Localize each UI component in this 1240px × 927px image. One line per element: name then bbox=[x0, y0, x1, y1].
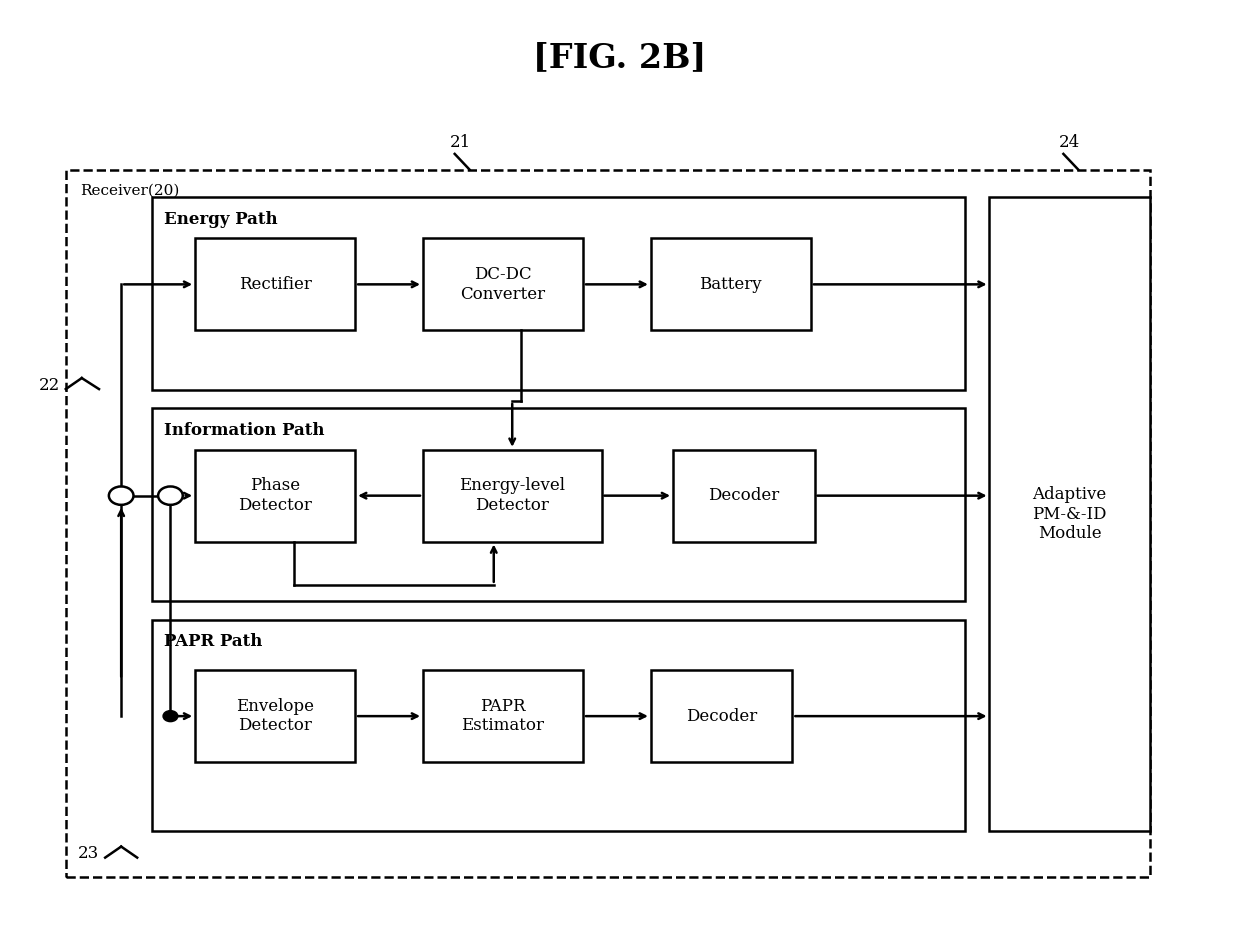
Bar bbox=[153, 619, 965, 831]
Bar bbox=[423, 450, 601, 541]
Bar bbox=[153, 409, 965, 602]
Bar bbox=[195, 238, 355, 330]
Text: Energy Path: Energy Path bbox=[164, 210, 278, 228]
Text: 23: 23 bbox=[78, 845, 99, 862]
Bar bbox=[673, 450, 815, 541]
Bar bbox=[195, 450, 355, 541]
Bar bbox=[651, 670, 792, 762]
Text: 24: 24 bbox=[1059, 134, 1080, 151]
Text: Energy-level
Detector: Energy-level Detector bbox=[459, 477, 565, 514]
Bar bbox=[651, 238, 811, 330]
Text: 21: 21 bbox=[450, 134, 471, 151]
Text: Adaptive
PM-&-ID
Module: Adaptive PM-&-ID Module bbox=[1033, 486, 1107, 542]
Bar bbox=[990, 197, 1149, 831]
Circle shape bbox=[109, 487, 134, 505]
Text: Receiver(20): Receiver(20) bbox=[81, 184, 180, 197]
Text: Battery: Battery bbox=[699, 276, 763, 293]
Bar bbox=[423, 238, 583, 330]
Text: 22: 22 bbox=[38, 377, 60, 394]
Text: DC-DC
Converter: DC-DC Converter bbox=[460, 266, 546, 302]
Bar bbox=[423, 670, 583, 762]
Circle shape bbox=[159, 487, 182, 505]
Text: Decoder: Decoder bbox=[708, 488, 780, 504]
Bar bbox=[66, 170, 1149, 877]
Text: [FIG. 2B]: [FIG. 2B] bbox=[533, 41, 707, 74]
Text: Information Path: Information Path bbox=[164, 422, 325, 439]
Bar bbox=[153, 197, 965, 390]
Text: Phase
Detector: Phase Detector bbox=[238, 477, 312, 514]
Text: PAPR Path: PAPR Path bbox=[164, 633, 263, 651]
Text: Rectifier: Rectifier bbox=[238, 276, 311, 293]
Bar bbox=[195, 670, 355, 762]
Text: Decoder: Decoder bbox=[686, 707, 758, 725]
Text: PAPR
Estimator: PAPR Estimator bbox=[461, 698, 544, 734]
Text: Envelope
Detector: Envelope Detector bbox=[236, 698, 314, 734]
Circle shape bbox=[162, 711, 177, 721]
